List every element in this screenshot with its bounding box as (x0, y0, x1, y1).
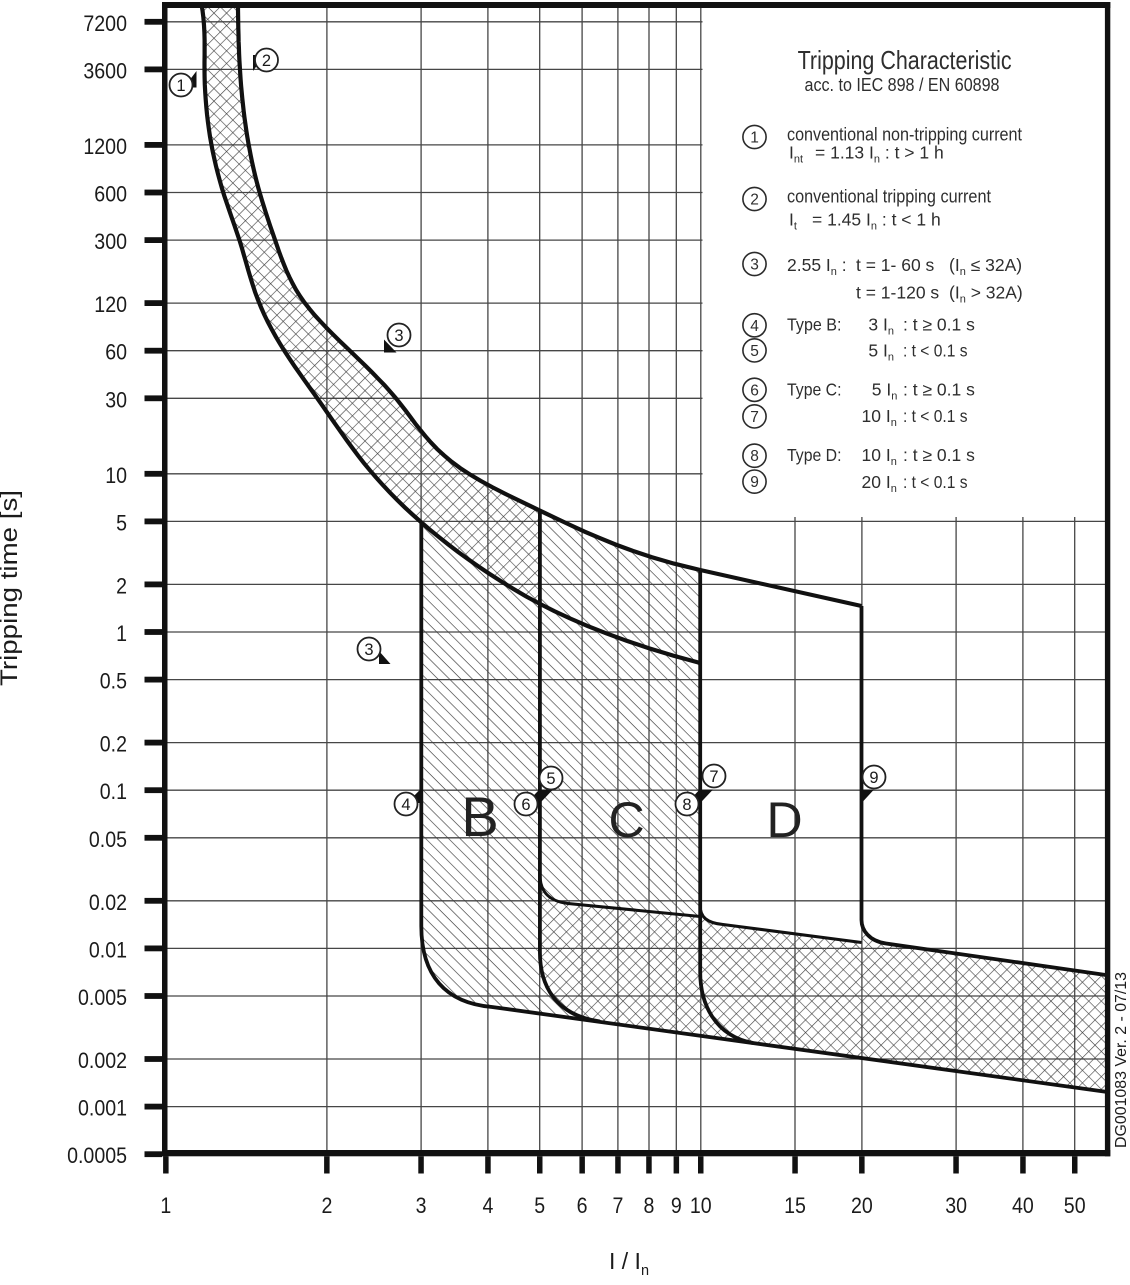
svg-text:2: 2 (116, 573, 127, 598)
svg-text:: t < 0.1 s: : t < 0.1 s (903, 341, 968, 361)
svg-text:6: 6 (521, 796, 530, 814)
svg-text:: t ≥ 0.1 s: : t ≥ 0.1 s (903, 315, 975, 335)
svg-text:0.002: 0.002 (78, 1048, 127, 1073)
svg-text:9: 9 (671, 1193, 682, 1218)
svg-text:5 In: 5 In (872, 380, 898, 403)
svg-text:9: 9 (750, 474, 759, 491)
svg-text:15: 15 (784, 1193, 806, 1218)
svg-text:Type B:: Type B: (787, 315, 842, 335)
svg-text:120: 120 (94, 292, 127, 317)
svg-text:t = 1-120 s: t = 1-120 s (856, 283, 939, 303)
svg-text:4: 4 (482, 1193, 493, 1218)
svg-text:7200: 7200 (83, 11, 127, 36)
svg-text:5 In: 5 In (868, 341, 894, 364)
svg-text:0.05: 0.05 (89, 827, 127, 852)
svg-text:1: 1 (176, 77, 185, 95)
svg-text:3: 3 (416, 1193, 427, 1218)
svg-text:0.5: 0.5 (100, 669, 127, 694)
svg-text:3: 3 (364, 641, 373, 659)
svg-text:conventional non-tripping curr: conventional non-tripping current (787, 125, 1022, 145)
svg-text:3600: 3600 (83, 58, 127, 83)
svg-text:: t ≥ 0.1 s: : t ≥ 0.1 s (903, 445, 975, 465)
svg-text:= 1.13 In : t > 1 h: = 1.13 In : t > 1 h (815, 143, 944, 166)
svg-text:5: 5 (534, 1193, 545, 1218)
svg-text:B: B (461, 785, 498, 848)
svg-text:0.0005: 0.0005 (67, 1143, 127, 1168)
svg-text:10 In: 10 In (862, 445, 897, 468)
svg-text:1: 1 (160, 1193, 171, 1218)
svg-text:5: 5 (750, 343, 759, 360)
svg-text:4: 4 (750, 318, 759, 335)
svg-text:Type D:: Type D: (787, 445, 842, 465)
svg-text:7: 7 (750, 409, 759, 426)
svg-text:2: 2 (321, 1193, 332, 1218)
svg-text:6: 6 (577, 1193, 588, 1218)
svg-text:Tripping Characteristic: Tripping Characteristic (798, 45, 1012, 75)
svg-text:300: 300 (94, 229, 127, 254)
svg-text:= 1.45 In : t < 1 h: = 1.45 In : t < 1 h (812, 210, 941, 233)
svg-text:4: 4 (401, 796, 410, 814)
svg-text:1200: 1200 (83, 134, 127, 159)
svg-text:5: 5 (546, 770, 555, 788)
svg-text:5: 5 (116, 510, 127, 535)
svg-text:0.001: 0.001 (78, 1096, 127, 1121)
svg-text:0.02: 0.02 (89, 890, 127, 915)
svg-text:C: C (608, 792, 644, 848)
svg-text:60: 60 (105, 340, 127, 365)
svg-text:0.01: 0.01 (89, 937, 127, 962)
svg-text:2: 2 (750, 192, 759, 209)
svg-text:9: 9 (869, 769, 878, 787)
svg-text:1: 1 (116, 621, 127, 646)
svg-text:(In > 32A): (In > 32A) (949, 283, 1023, 306)
svg-text:1: 1 (750, 130, 759, 147)
svg-text:0.1: 0.1 (100, 779, 127, 804)
svg-text:D: D (766, 792, 802, 848)
svg-text:3: 3 (394, 327, 403, 345)
svg-text:conventional tripping current: conventional tripping current (787, 187, 991, 207)
svg-text:6: 6 (750, 382, 759, 399)
svg-text:30: 30 (105, 387, 127, 412)
svg-text:8: 8 (682, 796, 691, 814)
svg-text:: t ≥ 0.1 s: : t ≥ 0.1 s (903, 380, 975, 400)
svg-text:20: 20 (851, 1193, 873, 1218)
svg-text:t = 1- 60 s: t = 1- 60 s (856, 255, 935, 275)
svg-text:600: 600 (94, 182, 127, 207)
svg-text:acc. to IEC 898 / EN 60898: acc. to IEC 898 / EN 60898 (805, 75, 1000, 95)
svg-text:2: 2 (262, 52, 271, 70)
svg-text:3: 3 (750, 257, 759, 274)
svg-text:Tripping time [s]: Tripping time [s] (0, 490, 23, 686)
svg-text:2.55 In :: 2.55 In : (787, 255, 847, 278)
svg-text:0.005: 0.005 (78, 985, 127, 1010)
svg-text:: t < 0.1 s: : t < 0.1 s (903, 406, 968, 426)
svg-text:3 In: 3 In (868, 315, 894, 338)
svg-text:40: 40 (1012, 1193, 1034, 1218)
svg-text:7: 7 (612, 1193, 623, 1218)
svg-text:10: 10 (105, 463, 127, 488)
svg-text:8: 8 (644, 1193, 655, 1218)
svg-text:It: It (789, 210, 797, 233)
svg-text:30: 30 (945, 1193, 967, 1218)
svg-text:: t < 0.1 s: : t < 0.1 s (903, 472, 968, 492)
svg-text:7: 7 (709, 768, 718, 786)
svg-text:Type C:: Type C: (787, 380, 842, 400)
svg-text:(In ≤ 32A): (In ≤ 32A) (949, 255, 1022, 278)
svg-text:10 In: 10 In (862, 406, 897, 429)
svg-text:50: 50 (1064, 1193, 1086, 1218)
svg-text:DG001083 Ver. 2 - 07/13: DG001083 Ver. 2 - 07/13 (1113, 972, 1130, 1148)
svg-text:8: 8 (750, 448, 759, 465)
svg-text:10: 10 (690, 1193, 712, 1218)
svg-text:0.2: 0.2 (100, 732, 127, 757)
svg-text:20 In: 20 In (862, 472, 897, 495)
